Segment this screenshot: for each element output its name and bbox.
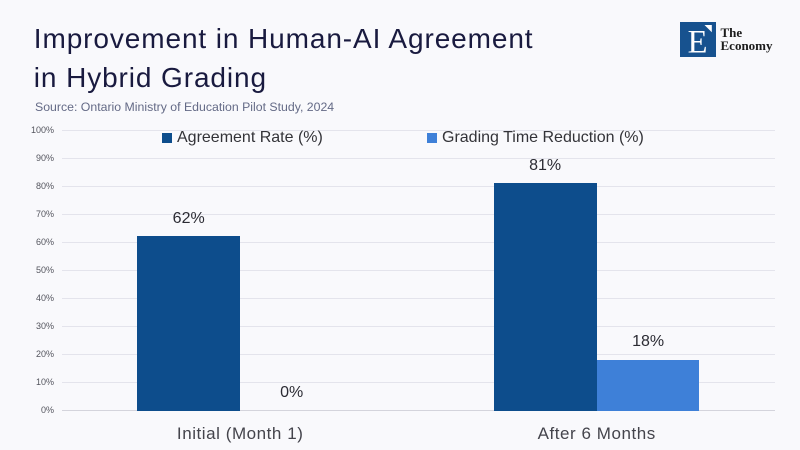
svg-text:E: E — [688, 24, 708, 58]
